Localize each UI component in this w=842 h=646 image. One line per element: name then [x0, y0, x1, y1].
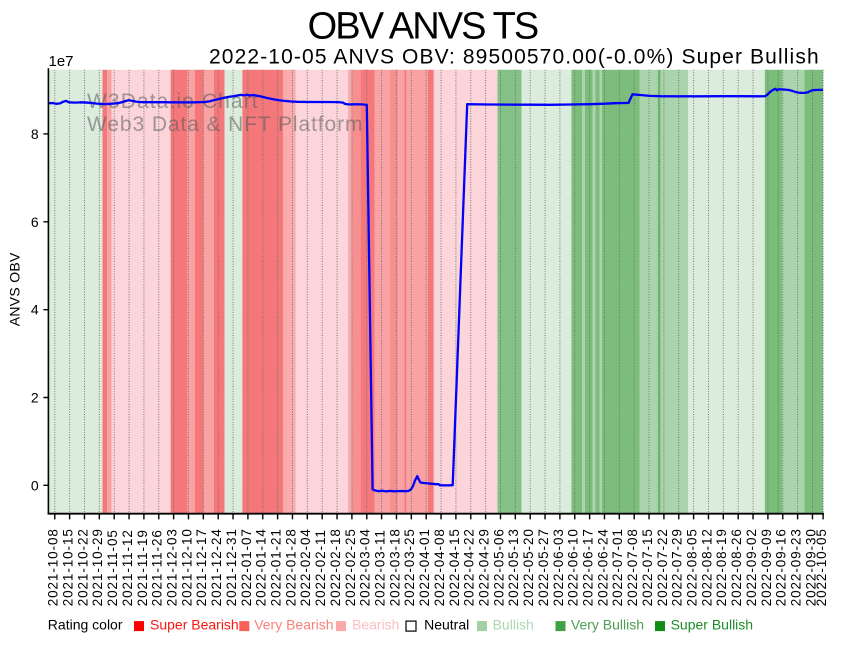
svg-text:2021-12-24: 2021-12-24 — [209, 528, 224, 606]
svg-text:2022-06-03: 2022-06-03 — [551, 528, 566, 606]
svg-text:2022-05-27: 2022-05-27 — [536, 528, 551, 606]
svg-text:2022-10-05: 2022-10-05 — [814, 528, 829, 606]
svg-text:2022-02-04: 2022-02-04 — [298, 528, 313, 606]
svg-text:2022-09-02: 2022-09-02 — [744, 528, 759, 606]
svg-text:2022-04-01: 2022-04-01 — [417, 528, 432, 606]
svg-text:2022-09-09: 2022-09-09 — [759, 528, 774, 606]
svg-text:8: 8 — [31, 126, 39, 142]
svg-text:2022-06-10: 2022-06-10 — [566, 528, 581, 606]
svg-text:2021-10-15: 2021-10-15 — [61, 528, 76, 606]
svg-text:2021-10-08: 2021-10-08 — [46, 528, 61, 606]
svg-text:2021-10-29: 2021-10-29 — [90, 528, 105, 606]
svg-text:2022-04-08: 2022-04-08 — [432, 528, 447, 606]
svg-text:Super Bearish: Super Bearish — [150, 616, 239, 632]
svg-text:2021-12-17: 2021-12-17 — [194, 528, 209, 606]
svg-text:0: 0 — [31, 477, 39, 493]
svg-text:2021-12-10: 2021-12-10 — [179, 528, 194, 606]
svg-text:Very Bullish: Very Bullish — [571, 616, 644, 632]
svg-text:2022-10-05 ANVS OBV: 89500570.: 2022-10-05 ANVS OBV: 89500570.00(-0.0%) … — [209, 46, 820, 69]
svg-text:2021-11-19: 2021-11-19 — [135, 529, 150, 606]
svg-text:2022-07-29: 2022-07-29 — [670, 528, 685, 606]
svg-text:2022-07-22: 2022-07-22 — [655, 528, 670, 606]
svg-text:Bullish: Bullish — [493, 616, 534, 632]
svg-text:2022-07-01: 2022-07-01 — [610, 528, 625, 606]
svg-text:2022-03-04: 2022-03-04 — [358, 528, 373, 606]
svg-text:Super Bullish: Super Bullish — [671, 616, 754, 632]
svg-text:2022-04-22: 2022-04-22 — [462, 528, 477, 606]
svg-text:2022-04-29: 2022-04-29 — [477, 528, 492, 606]
svg-text:2021-12-31: 2021-12-31 — [224, 528, 239, 606]
svg-text:6: 6 — [31, 214, 39, 230]
svg-text:2021-11-26: 2021-11-26 — [150, 529, 165, 606]
svg-text:2022-05-20: 2022-05-20 — [521, 528, 536, 606]
svg-text:2021-12-03: 2021-12-03 — [165, 528, 180, 606]
svg-text:Rating color: Rating color — [48, 616, 123, 632]
svg-text:4: 4 — [31, 302, 39, 318]
svg-text:1e7: 1e7 — [49, 53, 74, 70]
svg-text:2022-07-08: 2022-07-08 — [625, 528, 640, 606]
svg-text:Bearish: Bearish — [352, 616, 399, 632]
svg-text:Web3 Data & NFT Platform: Web3 Data & NFT Platform — [87, 113, 363, 136]
svg-text:2022-05-13: 2022-05-13 — [506, 528, 521, 606]
svg-text:2022-06-24: 2022-06-24 — [595, 528, 610, 606]
svg-text:2022-09-23: 2022-09-23 — [789, 528, 804, 606]
svg-text:2022-08-05: 2022-08-05 — [685, 528, 700, 606]
svg-text:2022-02-25: 2022-02-25 — [343, 528, 358, 606]
svg-text:2022-03-11: 2022-03-11 — [373, 529, 388, 606]
svg-text:2021-11-12: 2021-11-12 — [120, 529, 135, 606]
svg-text:2022-06-17: 2022-06-17 — [581, 528, 596, 606]
svg-text:2022-09-16: 2022-09-16 — [774, 528, 789, 606]
svg-text:2022-02-18: 2022-02-18 — [328, 528, 343, 606]
svg-text:ANVS OBV: ANVS OBV — [7, 252, 23, 326]
svg-text:2022-03-18: 2022-03-18 — [387, 528, 402, 606]
svg-text:2022-08-26: 2022-08-26 — [729, 528, 744, 606]
svg-text:2022-03-25: 2022-03-25 — [402, 528, 417, 606]
svg-text:2022-09-30: 2022-09-30 — [803, 528, 818, 606]
svg-text:2022-01-21: 2022-01-21 — [269, 528, 284, 606]
svg-text:2022-02-11: 2022-02-11 — [313, 529, 328, 606]
svg-text:2022-01-14: 2022-01-14 — [254, 528, 269, 606]
svg-text:2022-01-07: 2022-01-07 — [239, 528, 254, 606]
svg-text:2022-07-15: 2022-07-15 — [640, 528, 655, 606]
svg-text:2022-08-19: 2022-08-19 — [714, 528, 729, 606]
svg-text:2021-11-05: 2021-11-05 — [105, 529, 120, 606]
svg-text:2022-08-12: 2022-08-12 — [699, 528, 714, 606]
svg-text:OBV ANVS TS: OBV ANVS TS — [308, 6, 538, 48]
svg-text:Very Bearish: Very Bearish — [254, 616, 333, 632]
svg-text:2: 2 — [31, 390, 39, 406]
svg-text:Neutral: Neutral — [424, 616, 469, 632]
svg-text:2022-05-06: 2022-05-06 — [491, 528, 506, 606]
svg-text:2022-01-28: 2022-01-28 — [283, 528, 298, 606]
svg-text:2021-10-22: 2021-10-22 — [75, 528, 90, 606]
svg-text:2022-04-15: 2022-04-15 — [447, 528, 462, 606]
